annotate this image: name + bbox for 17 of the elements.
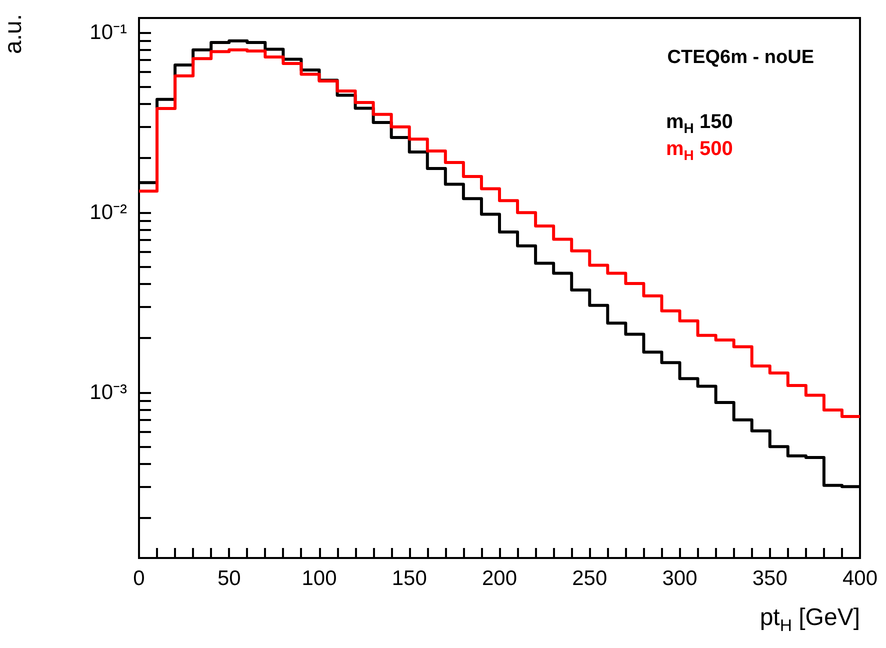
y-tick-label: 10⁻³ [90,380,127,404]
x-tick-label: 300 [662,567,698,590]
x-tick-label: 100 [302,567,337,590]
x-tick-label: 50 [217,567,241,590]
x-tick-label: 250 [572,567,608,590]
x-axis-title: pt$_{H}$ [GeV] [760,604,860,635]
text: CTEQ6m - noUE [667,47,814,68]
x-tick-label: 150 [392,567,427,590]
text: m$_{H}$ 150 [666,111,733,136]
y-axis-title: a.u. [0,14,27,54]
x-tick-label: 400 [842,567,878,590]
x-tick-label: 350 [752,567,788,590]
y-tick-label: 10⁻¹ [90,20,127,44]
y-tick-label: 10⁻² [90,200,127,224]
text: m$_{H}$ 500 [666,138,733,163]
x-tick-label: 0 [133,567,145,590]
x-tick-label: 200 [482,567,518,590]
